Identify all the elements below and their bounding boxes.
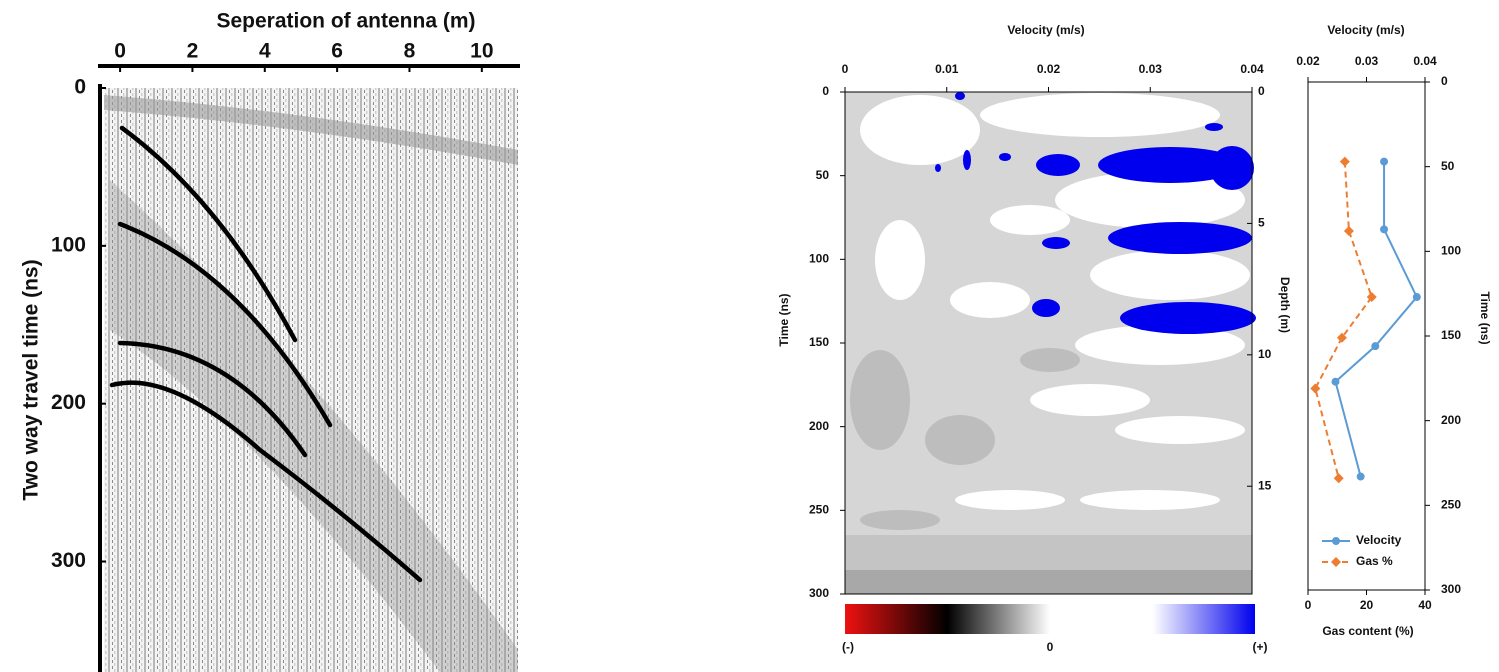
x-axis-title: Velocity (m/s) [1327, 23, 1404, 37]
legend-label: Gas % [1356, 554, 1393, 568]
gather-image [104, 88, 518, 672]
x-tick-label: 8 [404, 40, 416, 63]
y-axis-title: Two way travel time (ns) [20, 259, 43, 500]
x-tick-label: 2 [187, 40, 199, 63]
y2-tick-label: 10 [1258, 347, 1272, 361]
marker [1332, 537, 1340, 545]
marker [1380, 225, 1389, 234]
y-tick-label: 300 [809, 586, 829, 600]
x-tick-label: 0.02 [1296, 54, 1320, 68]
spectrum-band [845, 570, 1252, 594]
x-tick-label: 6 [331, 40, 343, 63]
y-tick-label: 200 [51, 391, 86, 414]
y-tick-label: 300 [51, 549, 86, 572]
x2-tick-label: 20 [1360, 598, 1374, 612]
marker [1356, 472, 1365, 481]
y-tick-label: 200 [1441, 413, 1461, 427]
spectrum-peaks [935, 92, 1256, 334]
x-tick-label: 0 [842, 62, 849, 76]
spectrum-highs [860, 93, 1250, 510]
gather-panel: Seperation of antenna (m) Two way travel… [20, 10, 520, 672]
colorbar-label: (-) [842, 640, 854, 654]
legend-label: Velocity [1356, 533, 1402, 547]
x-tick-label: 0.02 [1037, 62, 1061, 76]
y-tick-label: 100 [51, 233, 86, 256]
marker [1331, 557, 1341, 567]
reflection-band [110, 180, 518, 672]
x2-tick-label: 0 [1305, 598, 1312, 612]
plot-frame [1307, 81, 1426, 591]
y-tick-label: 250 [1441, 498, 1461, 512]
y-tick-label: 50 [1441, 159, 1455, 173]
profile-panel: Velocity (m/s) Gas content (%) Time (ns) [1307, 23, 1492, 638]
series-line [1314, 161, 1373, 479]
marker [1333, 473, 1344, 484]
marker [1331, 377, 1340, 386]
y-tick-label: 200 [809, 419, 829, 433]
x-tick-label: 0.03 [1355, 54, 1379, 68]
marker [1336, 332, 1347, 343]
hyperbola [109, 380, 423, 583]
y-axis-title: Time (ns) [777, 293, 791, 346]
colorbar-label: 0 [1047, 640, 1054, 654]
x-tick-label: 4 [259, 40, 271, 63]
marker [1310, 383, 1321, 394]
y2-tick-label: 15 [1258, 478, 1272, 492]
x2-axis-title: Gas content (%) [1322, 624, 1413, 638]
x-tick-label: 0.04 [1413, 54, 1437, 68]
y-tick-label: 100 [809, 252, 829, 266]
marker [1412, 293, 1421, 302]
y-tick-label: 300 [1441, 582, 1461, 596]
x-tick-label: 0.03 [1139, 62, 1163, 76]
colorbar [845, 604, 1255, 634]
y2-tick-label: 0 [1258, 84, 1265, 98]
spectrum-band [845, 535, 1252, 570]
marker [1371, 342, 1380, 351]
y-tick-label: 0 [822, 84, 829, 98]
marker [1339, 156, 1350, 167]
x-tick-label: 10 [470, 40, 493, 63]
y-tick-label: 0 [74, 76, 86, 99]
spectrum-panel: Velocity (m/s) Time (ns) Depth (m) (-) 0… [777, 23, 1292, 654]
y-tick-label: 150 [1441, 328, 1461, 342]
y-tick-label: 100 [1441, 244, 1461, 258]
y-tick-label: 150 [809, 335, 829, 349]
x-tick-label: 0 [114, 40, 126, 63]
x2-tick-label: 40 [1418, 598, 1432, 612]
marker [1343, 226, 1354, 237]
spectrum-lows [850, 348, 1080, 530]
hyperbola [117, 221, 333, 428]
hyperbola [117, 340, 308, 458]
y2-axis-title: Depth (m) [1278, 277, 1292, 333]
y2-tick-label: 5 [1258, 216, 1265, 230]
x-axis-title: Velocity (m/s) [1007, 23, 1084, 37]
hyperbola [119, 125, 298, 343]
colorbar-label: (+) [1253, 640, 1268, 654]
marker [1366, 292, 1377, 303]
y-tick-label: 250 [809, 503, 829, 517]
marker [1380, 157, 1389, 166]
y-axis-title: Time (ns) [1478, 291, 1492, 344]
x-tick-label: 0.01 [935, 62, 959, 76]
y-tick-label: 50 [816, 168, 830, 182]
direct-wave [104, 95, 518, 165]
y-tick-label: 0 [1441, 74, 1448, 88]
x-tick-label: 0.04 [1240, 62, 1264, 76]
series-line [1334, 161, 1418, 477]
x-axis-title: Seperation of antenna (m) [216, 10, 475, 33]
